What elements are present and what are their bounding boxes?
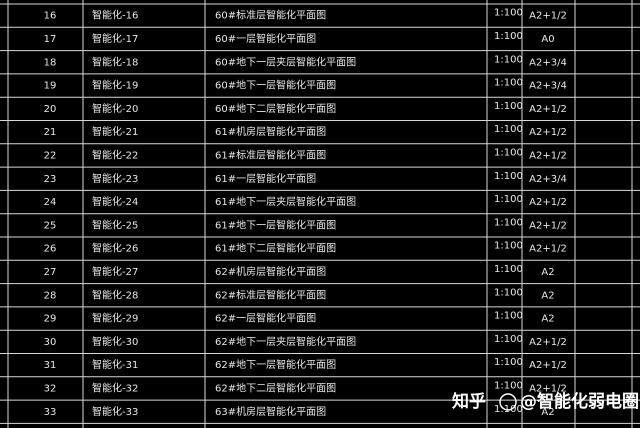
- cell-text: 62#标准层智能化平面图: [215, 288, 326, 301]
- cell-text: 智能化-20: [92, 102, 138, 115]
- cell-text: A2: [541, 267, 554, 278]
- cell-text: 智能化-23: [92, 172, 138, 185]
- cell-text: 61#机房层智能化平面图: [215, 125, 326, 138]
- cell-text: A2+3/4: [529, 57, 567, 68]
- cell-text: 62#一层智能化平面图: [215, 312, 316, 325]
- cell-text: A2+3/4: [529, 174, 567, 185]
- cell-text: 62#地下二层智能化平面图: [215, 381, 336, 394]
- cell-text: 1:100: [494, 334, 523, 345]
- cell-text: A2+1/2: [529, 383, 567, 394]
- cell-text: 1:100: [494, 194, 523, 205]
- cell-text: 62#地下一层夹层智能化平面图: [215, 335, 356, 348]
- cell-text: 60#标准层智能化平面图: [215, 9, 326, 22]
- cell-text: 61#地下二层智能化平面图: [215, 242, 336, 255]
- cell-text: 1:100: [494, 171, 523, 182]
- cell-text: 智能化-18: [92, 55, 138, 68]
- cell-text: 智能化-16: [92, 9, 138, 22]
- cell-text: 1:100: [494, 31, 523, 42]
- cell-text: 25: [44, 220, 57, 231]
- cell-text: 1:100: [494, 287, 523, 298]
- cell-text: A2+1/2: [529, 197, 567, 208]
- cell-text: 62#地下一层智能化平面图: [215, 358, 336, 371]
- cell-text: 29: [44, 314, 57, 325]
- cell-text: 26: [44, 244, 57, 255]
- cell-text: 60#一层智能化平面图: [215, 32, 316, 45]
- cell-text: A2+1/2: [529, 11, 567, 22]
- cell-text: 20: [44, 104, 57, 115]
- cell-text: 1:100: [494, 380, 523, 391]
- cell-text: A2+1/2: [529, 337, 567, 348]
- cell-text: 1:100: [494, 101, 523, 112]
- cell-text: A2+1/2: [529, 127, 567, 138]
- cell-text: 智能化-24: [92, 195, 138, 208]
- cell-text: A2+1/2: [529, 220, 567, 231]
- cell-text: 61#一层智能化平面图: [215, 172, 316, 185]
- cell-text: 16: [44, 11, 57, 22]
- cell-text: 30: [44, 337, 57, 348]
- cell-text: 1:100: [494, 8, 523, 19]
- cell-text: 61#地下一层夹层智能化平面图: [215, 195, 356, 208]
- cell-text: 61#地下一层智能化平面图: [215, 218, 336, 231]
- watermark-icon: [499, 393, 517, 411]
- cell-text: 智能化-29: [92, 312, 138, 325]
- cell-text: 60#地下二层智能化平面图: [215, 102, 336, 115]
- cell-text: A2: [541, 407, 554, 418]
- cell-text: 智能化-25: [92, 218, 138, 231]
- cell-text: 18: [44, 57, 57, 68]
- cell-text: 19: [44, 81, 57, 92]
- cell-text: 智能化-17: [92, 32, 138, 45]
- cell-text: 1:100: [494, 217, 523, 228]
- cell-text: 智能化-33: [92, 405, 138, 418]
- cell-text: 智能化-30: [92, 335, 138, 348]
- cell-text: 28: [44, 290, 57, 301]
- cell-text: 智能化-32: [92, 381, 138, 394]
- cell-text: 1:100: [494, 147, 523, 158]
- watermark: 知乎 @智能化弱电圈: [451, 391, 639, 412]
- cell-text: 33: [44, 407, 57, 418]
- cell-text: 智能化-19: [92, 79, 138, 92]
- cell-text: 智能化-26: [92, 242, 138, 255]
- watermark-account: @智能化弱电圈: [520, 391, 639, 412]
- cell-text: 1:100: [494, 78, 523, 89]
- cell-text: 24: [44, 197, 57, 208]
- cell-text: 23: [44, 174, 57, 185]
- cell-text: 智能化-27: [92, 265, 138, 278]
- cell-text: A2+3/4: [529, 81, 567, 92]
- cell-text: A2: [541, 314, 554, 325]
- cell-text: 智能化-21: [92, 125, 138, 138]
- cell-text: 智能化-28: [92, 288, 138, 301]
- cell-text: A0: [541, 34, 554, 45]
- cell-text: 31: [44, 360, 57, 371]
- cell-text: 智能化-31: [92, 358, 138, 371]
- watermark-site: 知乎: [451, 391, 486, 412]
- cell-text: 1:100: [494, 264, 523, 275]
- cell-text: 32: [44, 383, 57, 394]
- cell-text: 21: [44, 127, 57, 138]
- cell-text: 60#地下一层夹层智能化平面图: [215, 55, 356, 68]
- cell-text: 61#标准层智能化平面图: [215, 148, 326, 161]
- cell-text: 1:100: [494, 311, 523, 322]
- cell-text: 1:100: [494, 241, 523, 252]
- cell-text: 62#机房层智能化平面图: [215, 265, 326, 278]
- cell-text: 63#机房层智能化平面图: [215, 405, 326, 418]
- cell-text: 22: [44, 150, 57, 161]
- cell-text: A2+1/2: [529, 150, 567, 161]
- cell-text: 1:100: [494, 357, 523, 368]
- cell-text: 27: [44, 267, 57, 278]
- cell-text: A2+1/2: [529, 360, 567, 371]
- cell-text: 1:100: [494, 54, 523, 65]
- cell-text: A2: [541, 290, 554, 301]
- cell-text: 60#地下一层智能化平面图: [215, 79, 336, 92]
- cell-text: A2+1/2: [529, 104, 567, 115]
- cell-text: A2+1/2: [529, 244, 567, 255]
- cell-text: 1:100: [494, 124, 523, 135]
- cell-text: 智能化-22: [92, 148, 138, 161]
- cell-text: 17: [44, 34, 57, 45]
